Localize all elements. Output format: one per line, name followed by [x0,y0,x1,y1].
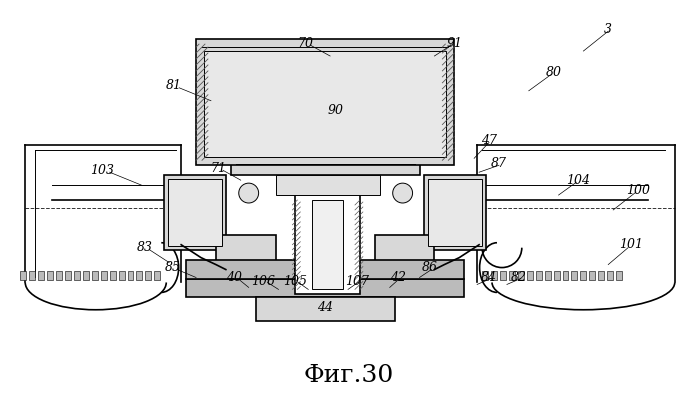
Bar [145,271,151,280]
Circle shape [239,183,259,203]
Bar [482,271,488,280]
Bar [563,271,568,280]
Text: 104: 104 [566,174,591,187]
Text: 85: 85 [165,261,181,274]
Text: 71: 71 [211,162,227,175]
Bar [101,271,107,280]
Bar [581,271,586,280]
Bar [276,175,380,195]
Bar [216,235,276,265]
Text: 90: 90 [327,104,343,117]
Bar [518,271,524,280]
Bar [536,271,542,280]
Bar [164,175,226,249]
Bar [137,271,142,280]
Bar [47,271,53,280]
Text: 47: 47 [481,134,497,147]
Bar [110,271,116,280]
Bar [186,260,295,280]
Bar [119,271,124,280]
Text: 107: 107 [345,275,369,288]
Bar [168,179,222,246]
Bar [83,271,89,280]
Text: 106: 106 [251,275,276,288]
Bar [196,44,208,160]
Bar [424,175,486,249]
Bar [56,271,62,280]
Text: 80: 80 [546,66,562,79]
Bar [295,195,360,294]
Text: 42: 42 [389,271,406,284]
Bar [355,260,464,280]
Bar [429,179,482,246]
Text: 44: 44 [317,301,333,314]
Text: 40: 40 [225,271,242,284]
Bar [509,271,515,280]
Bar [29,271,35,280]
Circle shape [393,183,413,203]
Text: 100: 100 [626,184,650,197]
Bar [375,235,434,265]
Bar [443,44,454,160]
Bar [255,298,394,321]
Bar [355,200,363,289]
Bar [554,271,560,280]
Bar [186,280,464,298]
Bar [572,271,577,280]
Text: 86: 86 [422,261,438,274]
Text: 3: 3 [604,23,612,36]
Bar [20,271,27,280]
Bar [491,271,497,280]
Text: 105: 105 [283,275,307,288]
Bar [154,271,161,280]
Text: 91: 91 [446,37,462,50]
Text: 103: 103 [90,164,114,177]
Bar [544,271,551,280]
Bar [312,200,343,289]
Bar [204,51,446,158]
Bar [128,271,133,280]
Text: 83: 83 [136,241,152,254]
Bar [500,271,506,280]
Bar [589,271,595,280]
Bar [292,200,300,289]
Bar [527,271,533,280]
Text: 70: 70 [297,37,313,50]
Text: 81: 81 [166,79,182,92]
Text: 84: 84 [481,271,497,284]
Text: 82: 82 [511,271,527,284]
Bar [65,271,71,280]
Bar [91,271,98,280]
Bar [598,271,604,280]
Bar [38,271,44,280]
Bar [231,160,419,175]
Text: Фиг.30: Фиг.30 [304,364,394,387]
Bar [196,39,454,165]
Bar [74,271,80,280]
Text: 101: 101 [619,238,643,251]
Text: 87: 87 [491,157,507,170]
Bar [607,271,613,280]
Bar [616,271,622,280]
